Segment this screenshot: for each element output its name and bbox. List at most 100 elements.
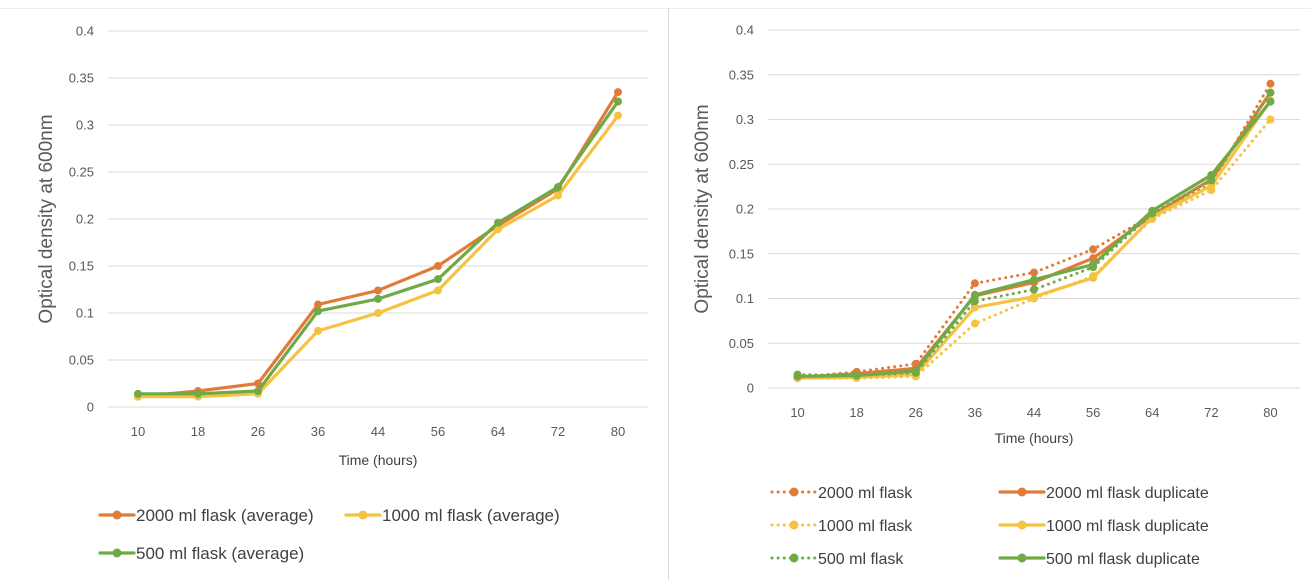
data-point: [1030, 275, 1038, 284]
panel-divider: [668, 8, 669, 580]
y-tick-label: 0.25: [729, 157, 754, 172]
y-tick-label: 0.1: [736, 291, 754, 306]
data-point: [374, 286, 382, 295]
x-tick-label: 80: [611, 424, 625, 439]
x-tick-label: 72: [551, 424, 565, 439]
data-point: [1266, 88, 1275, 97]
y-tick-label: 0.4: [76, 24, 94, 39]
legend-label: 1000 ml flask (average): [382, 506, 560, 525]
series-1000-ml-flask: [793, 115, 1275, 383]
series-2000-ml-flask: [793, 79, 1275, 382]
data-point: [1207, 170, 1216, 179]
data-point: [1030, 285, 1038, 294]
legend-swatch-marker: [112, 510, 122, 520]
data-point: [134, 389, 142, 398]
data-point: [1089, 260, 1098, 269]
legend-swatch-marker: [789, 553, 799, 563]
y-tick-label: 0.35: [69, 71, 94, 86]
y-axis-title: Optical density at 600nm: [692, 104, 713, 313]
y-tick-label: 0.15: [69, 259, 94, 274]
x-tick-label: 26: [909, 405, 923, 420]
top-border: [0, 8, 1311, 9]
series-500-ml-flask: [793, 88, 1275, 380]
data-point: [852, 371, 861, 380]
x-tick-label: 10: [790, 405, 804, 420]
legend-label: 500 ml flask duplicate: [1046, 551, 1200, 568]
y-tick-label: 0.1: [76, 306, 94, 321]
y-tick-label: 0: [747, 381, 754, 396]
y-tick-label: 0.15: [729, 246, 754, 261]
data-point: [314, 326, 322, 335]
legend-item: 2000 ml flask (average): [98, 506, 314, 525]
series-line: [796, 91, 1272, 377]
data-point: [1148, 206, 1157, 215]
x-tick-label: 56: [431, 424, 445, 439]
x-tick-label: 64: [1145, 405, 1159, 420]
x-tick-label: 36: [311, 424, 325, 439]
series-2000-ml-flask-average-: [134, 88, 622, 401]
data-point: [314, 307, 322, 316]
data-point: [494, 225, 502, 234]
x-tick-label: 36: [968, 405, 982, 420]
data-point: [194, 389, 202, 398]
series-line: [795, 99, 1273, 378]
chart-panel-1: 0 0.05 0.1 0.15 0.2 0.25 0.3 0.35 0.4 10 18 26 36 44 5…: [36, 24, 648, 563]
y-tick-label: 0.05: [729, 336, 754, 351]
data-point: [614, 88, 622, 97]
data-point: [254, 387, 262, 396]
data-point: [1266, 115, 1275, 124]
data-point: [434, 286, 442, 295]
legend-item: 2000 ml flask: [770, 485, 913, 502]
data-point: [314, 300, 322, 309]
legend-item: 500 ml flask: [770, 551, 904, 568]
data-point: [494, 218, 502, 227]
x-axis-title: Time (hours): [995, 430, 1074, 446]
legend-item: 1000 ml flask duplicate: [998, 518, 1209, 535]
legend-label: 2000 ml flask: [818, 485, 913, 502]
legend-label: 1000 ml flask duplicate: [1046, 518, 1209, 535]
x-axis-title: Time (hours): [339, 452, 418, 468]
data-point: [1266, 79, 1275, 88]
data-point: [1089, 273, 1098, 282]
series-line: [136, 113, 620, 399]
y-axis-title: Optical density at 600nm: [36, 114, 57, 323]
data-point: [434, 275, 442, 284]
data-point: [254, 379, 262, 388]
y-tick-label: 0.05: [69, 353, 94, 368]
series-500-ml-flask-duplicate: [793, 97, 1275, 381]
legend-swatch-marker: [1017, 520, 1027, 530]
data-point: [554, 183, 562, 192]
data-point: [1030, 268, 1038, 277]
data-point: [1089, 245, 1098, 254]
legend-swatch-marker: [1017, 553, 1027, 563]
data-point: [793, 372, 802, 381]
y-tick-label: 0.4: [736, 23, 754, 38]
legend-item: 500 ml flask duplicate: [998, 551, 1200, 568]
series-2000-ml-flask-duplicate: [793, 88, 1275, 382]
data-point: [374, 294, 382, 303]
data-point: [614, 97, 622, 106]
y-tick-label: 0.3: [736, 112, 754, 127]
data-point: [911, 366, 920, 375]
data-point: [1030, 292, 1038, 301]
x-tick-label: 64: [491, 424, 505, 439]
y-tick-label: 0: [87, 400, 94, 415]
data-point: [614, 111, 622, 120]
legend-label: 500 ml flask: [818, 551, 904, 568]
legend-swatch-marker: [112, 548, 122, 558]
data-point: [970, 319, 979, 328]
legend-swatch-marker: [789, 487, 799, 497]
legend-swatch-marker: [358, 510, 368, 520]
series-line: [795, 99, 1273, 380]
chart-panel-2: 0 0.05 0.1 0.15 0.2 0.25 0.3 0.35 0.4 10 18 26 36 44 5…: [692, 23, 1300, 568]
data-point: [1089, 254, 1098, 263]
series-line: [796, 82, 1272, 379]
y-tick-label: 0.25: [69, 165, 94, 180]
legend-item: 1000 ml flask: [770, 518, 913, 535]
data-point: [1266, 97, 1275, 106]
legend-item: 2000 ml flask duplicate: [998, 485, 1209, 502]
data-point: [374, 309, 382, 317]
legend-item: 500 ml flask (average): [98, 544, 304, 563]
legend-item: 1000 ml flask (average): [344, 506, 560, 525]
